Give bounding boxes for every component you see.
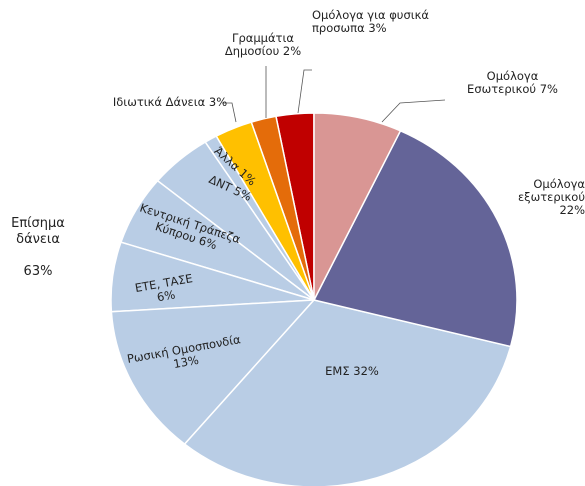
value-label: 22% [559, 203, 585, 217]
slice-label: Ιδιωτικά Δάνεια 3% [110, 96, 230, 109]
annotation-text: Επίσημα δάνεια [11, 216, 65, 247]
value-label: 3% [368, 21, 387, 35]
annotation-value: 63% [23, 264, 53, 279]
slice-label: Ομόλογα Εσωτερικού 7% [460, 70, 565, 96]
category-label: Ομόλογα εξωτερικού [517, 177, 585, 204]
category-label: ΕΜΣ [325, 364, 350, 378]
pie-slice [183, 299, 512, 486]
leader-line [297, 69, 312, 114]
category-label: Ιδιωτικά Δάνεια [112, 95, 206, 109]
value-label: 2% [282, 44, 302, 58]
category-label: Ομόλογα για φυσικά προσωπα [312, 8, 429, 35]
slice-label: Ομόλογα για φυσικά προσωπα 3% [312, 9, 442, 35]
value-label: 7% [539, 82, 558, 96]
leader-line [381, 99, 446, 123]
value-label: 3% [208, 95, 228, 109]
value-label: 32% [353, 364, 379, 378]
annotation: Επίσημα δάνεια 63% [4, 216, 72, 280]
category-label: Ομόλογα Εσωτερικού [467, 69, 539, 96]
category-label: Γραμμάτια Δημοσίου [224, 31, 294, 58]
slice-label: Ομόλογα εξωτερικού 22% [490, 178, 585, 217]
pie-slice [313, 112, 402, 301]
pie-slice [312, 129, 518, 348]
slice-label: ΕΜΣ 32% [312, 365, 392, 378]
leader-line [222, 102, 237, 123]
pie-slice [110, 299, 316, 446]
slice-label: Γραμμάτια Δημοσίου 2% [218, 32, 308, 58]
